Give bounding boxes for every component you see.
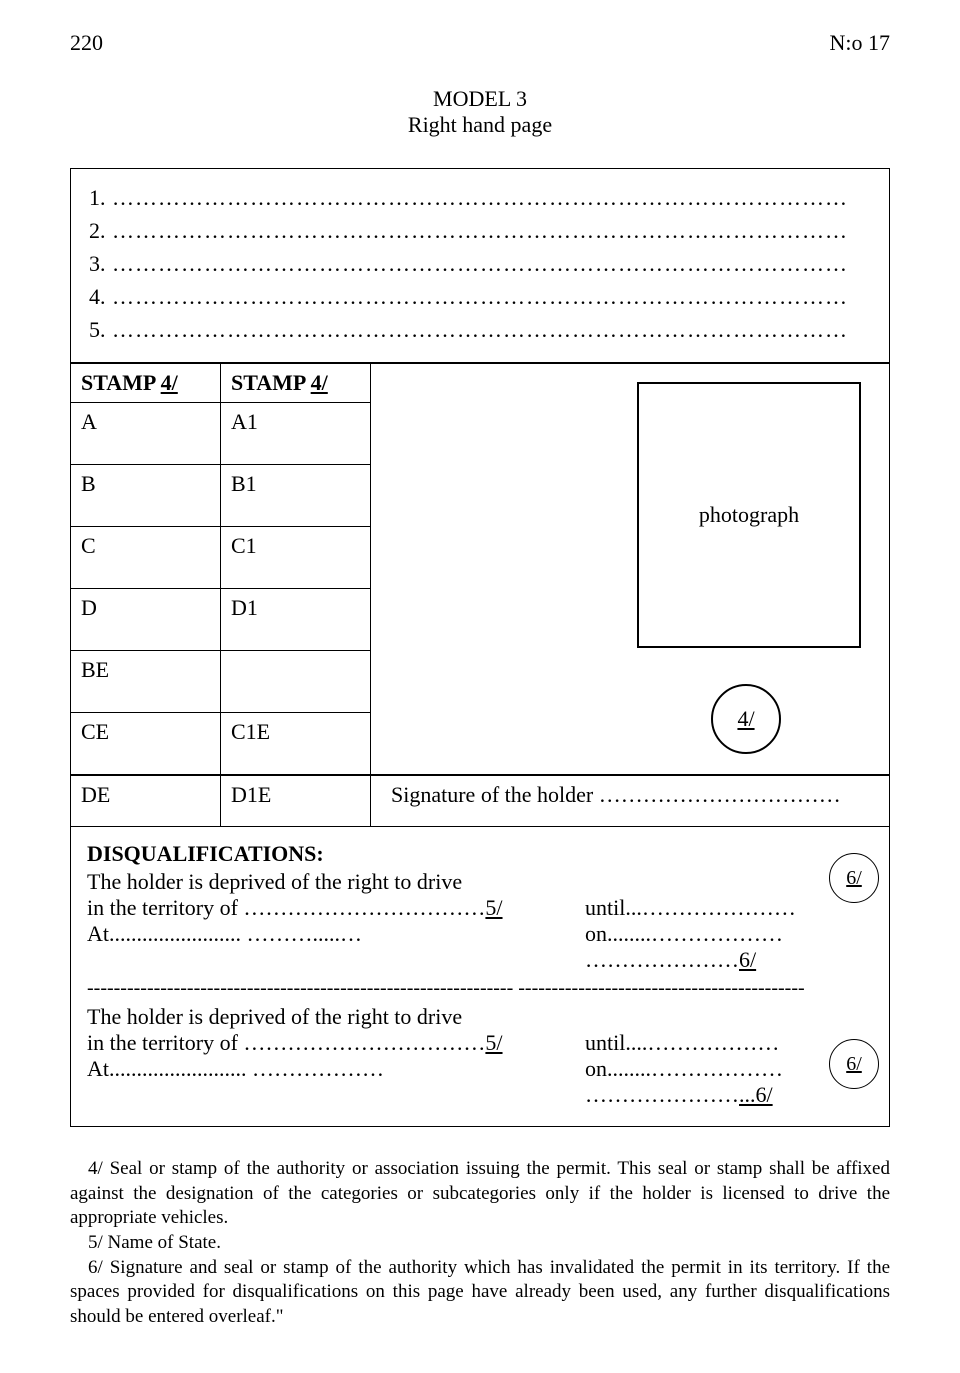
- cat-d: D: [71, 588, 221, 650]
- photo-column: photograph 4/: [371, 363, 889, 774]
- cat-ce: CE: [71, 712, 221, 774]
- disq2-line3: At......................... ……………… on...…: [87, 1056, 873, 1082]
- cat-be: BE: [71, 650, 221, 712]
- stamp-header-right: STAMP 4/: [221, 363, 371, 402]
- stamp-circle: 4/: [711, 684, 781, 754]
- title-line-2: Right hand page: [70, 112, 890, 138]
- field-5: 5. ……………………………………………………………………………………: [89, 313, 871, 346]
- title-block: MODEL 3 Right hand page: [70, 86, 890, 138]
- disq2-line1: The holder is deprived of the right to d…: [87, 1004, 873, 1030]
- disq-circle-2: 6/: [829, 1039, 879, 1089]
- disq1-line2: in the territory of ……………………………5/ until.…: [87, 895, 873, 921]
- footnote-4: 4/ Seal or stamp of the authority or ass…: [70, 1157, 890, 1231]
- photograph-box: photograph: [637, 382, 861, 648]
- cat-d1e: D1E: [221, 776, 371, 826]
- field-1: 1. ……………………………………………………………………………………: [89, 181, 871, 214]
- category-col-right: STAMP 4/ A1 B1 C1 D1 C1E: [221, 363, 371, 774]
- disqualifications-block: 6/ DISQUALIFICATIONS: The holder is depr…: [70, 827, 890, 1127]
- category-grid: STAMP 4/ A B C D BE CE STAMP 4/ A1 B1 C1…: [70, 363, 890, 775]
- cat-b1: B1: [221, 464, 371, 526]
- disq1-line1: The holder is deprived of the right to d…: [87, 869, 873, 895]
- stamp-header-left: STAMP 4/: [71, 363, 221, 402]
- disq-title: DISQUALIFICATIONS:: [87, 841, 873, 867]
- cat-be-blank: [221, 650, 371, 712]
- category-col-left: STAMP 4/ A B C D BE CE: [71, 363, 221, 774]
- numbered-fields-box: 1. …………………………………………………………………………………… 2. ……: [70, 168, 890, 363]
- cat-c: C: [71, 526, 221, 588]
- field-3: 3. ……………………………………………………………………………………: [89, 247, 871, 280]
- photo-area: photograph 4/: [371, 363, 889, 774]
- photograph-label: photograph: [699, 502, 799, 528]
- title-line-1: MODEL 3: [70, 86, 890, 112]
- footnote-6: 6/ Signature and seal or stamp of the au…: [70, 1256, 890, 1330]
- field-4: 4. ……………………………………………………………………………………: [89, 280, 871, 313]
- disq1-line4: …………………6/: [87, 947, 873, 973]
- signature-text: Signature of the holder ……………………………: [371, 776, 889, 826]
- page-number-right: N:o 17: [830, 30, 891, 56]
- cat-c1e: C1E: [221, 712, 371, 774]
- disq1-line3: At........................ ……….....… on.…: [87, 921, 873, 947]
- disq2-line2: in the territory of ……………………………5/ until.…: [87, 1030, 873, 1056]
- field-2: 2. ……………………………………………………………………………………: [89, 214, 871, 247]
- cat-b: B: [71, 464, 221, 526]
- disq-separator: ----------------------------------------…: [87, 977, 873, 1000]
- stamp-circle-ref: 4/: [737, 706, 754, 732]
- cat-a: A: [71, 402, 221, 464]
- cat-a1: A1: [221, 402, 371, 464]
- cat-c1: C1: [221, 526, 371, 588]
- disq2-line4: …………………...6/: [87, 1082, 873, 1108]
- footnote-5: 5/ Name of State.: [70, 1231, 890, 1256]
- signature-row: DE D1E Signature of the holder …………………………: [70, 775, 890, 827]
- footnotes: 4/ Seal or stamp of the authority or ass…: [70, 1157, 890, 1330]
- cat-de: DE: [71, 776, 221, 826]
- page: 220 N:o 17 MODEL 3 Right hand page 1. ………: [0, 0, 960, 1370]
- disq-circle-1: 6/: [829, 853, 879, 903]
- cat-d1: D1: [221, 588, 371, 650]
- page-number-left: 220: [70, 30, 103, 56]
- page-header: 220 N:o 17: [70, 30, 890, 56]
